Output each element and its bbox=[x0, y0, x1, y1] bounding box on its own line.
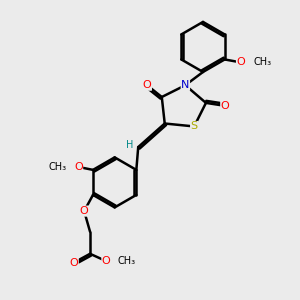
Text: CH₃: CH₃ bbox=[253, 57, 272, 68]
Text: O: O bbox=[80, 206, 88, 216]
Text: S: S bbox=[190, 122, 198, 131]
Text: O: O bbox=[102, 256, 111, 266]
Text: O: O bbox=[221, 101, 230, 111]
Text: O: O bbox=[70, 258, 78, 268]
Text: CH₃: CH₃ bbox=[117, 256, 136, 266]
Text: CH₃: CH₃ bbox=[49, 162, 67, 172]
Text: O: O bbox=[143, 80, 152, 90]
Text: O: O bbox=[236, 57, 245, 68]
Text: O: O bbox=[74, 162, 82, 172]
Text: H: H bbox=[126, 140, 134, 150]
Text: N: N bbox=[181, 80, 190, 90]
